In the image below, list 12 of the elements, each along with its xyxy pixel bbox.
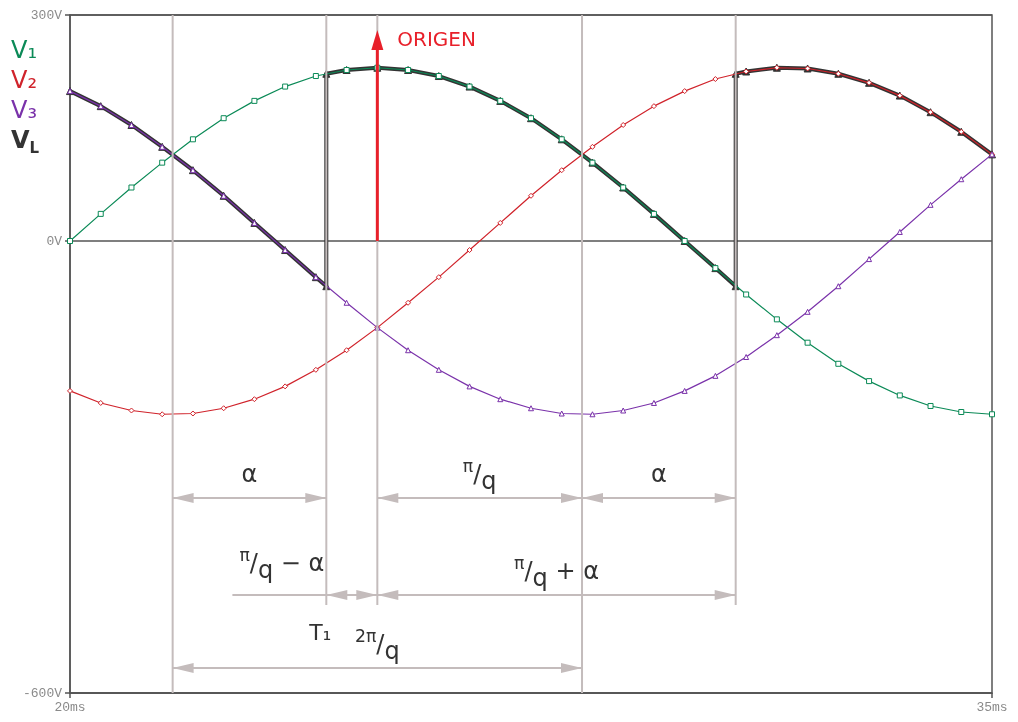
annotation: α [650, 460, 667, 488]
y-tick-label: -600V [22, 685, 63, 701]
x-tick-label: 20ms [54, 700, 86, 715]
text: V₂ [11, 66, 38, 94]
annotation: T₁ [308, 619, 332, 645]
ref-line-label: ORIGEN [397, 27, 476, 51]
x-tick-label: 35ms [976, 700, 1008, 715]
y-tick-label: 300V [30, 7, 63, 23]
series-label: V₃ [11, 96, 38, 124]
annotation: α [241, 460, 258, 488]
text: V₁ [11, 36, 38, 64]
y-tick-label: 0V [46, 233, 63, 249]
